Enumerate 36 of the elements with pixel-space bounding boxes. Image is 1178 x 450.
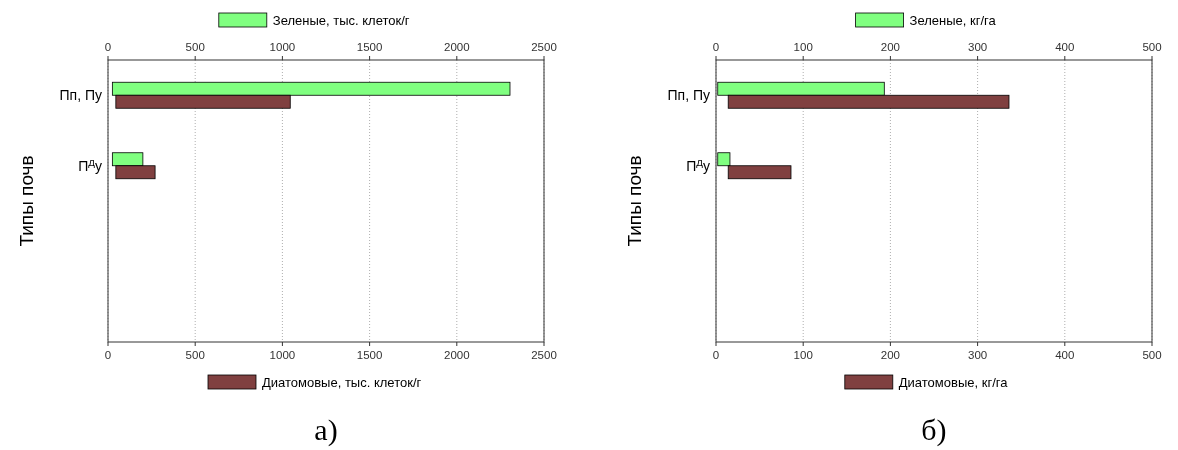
y-axis-title: Типы почв [16,155,37,247]
x-tick-label: 2500 [531,41,557,53]
legend-label: Зеленые, тыс. клеток/г [272,13,410,28]
x2-tick-label: 2000 [444,349,470,361]
x-tick-label: 100 [793,41,813,53]
x2-tick-label: 2500 [531,349,557,361]
x2-tick-label: 400 [1055,349,1075,361]
x-tick-label: 300 [968,41,988,53]
text: а) [314,413,338,447]
y-tick-label: Пп, Пу [59,87,102,104]
x-tick-label: 500 [1142,41,1162,53]
text: б) [921,413,947,447]
x-tick-label: 0 [712,41,720,53]
y-tick-label: П$^{Д}$у [78,156,102,174]
x-tick-label: 1000 [269,41,296,53]
x-tick-label: 0 [104,41,112,53]
x2-tick-label: 1500 [356,349,383,361]
y-axis-title: Типы почв [624,155,645,247]
x-tick-label: 500 [185,41,205,53]
legend-label: Диатомовые, тыс. клеток/г [262,375,422,390]
legend-label: Диатомовые, кг/га [898,375,1009,390]
x2-tick-label: 0 [712,349,720,361]
x2-tick-label: 1000 [269,349,296,361]
x2-tick-label: 300 [968,349,988,361]
legend-label: Зеленые, кг/га [909,13,997,28]
x2-tick-label: 500 [1142,349,1162,361]
x2-tick-label: 500 [185,349,205,361]
x-tick-label: 400 [1055,41,1075,53]
x-tick-label: 200 [880,41,900,53]
x2-tick-label: 200 [880,349,900,361]
y-tick-label: Пп, Пу [667,87,710,104]
x-tick-label: 1500 [356,41,383,53]
x2-tick-label: 100 [793,349,813,361]
x2-tick-label: 0 [104,349,112,361]
x-tick-label: 2000 [444,41,470,53]
y-tick-label: П$^{Д}$у [686,156,710,174]
